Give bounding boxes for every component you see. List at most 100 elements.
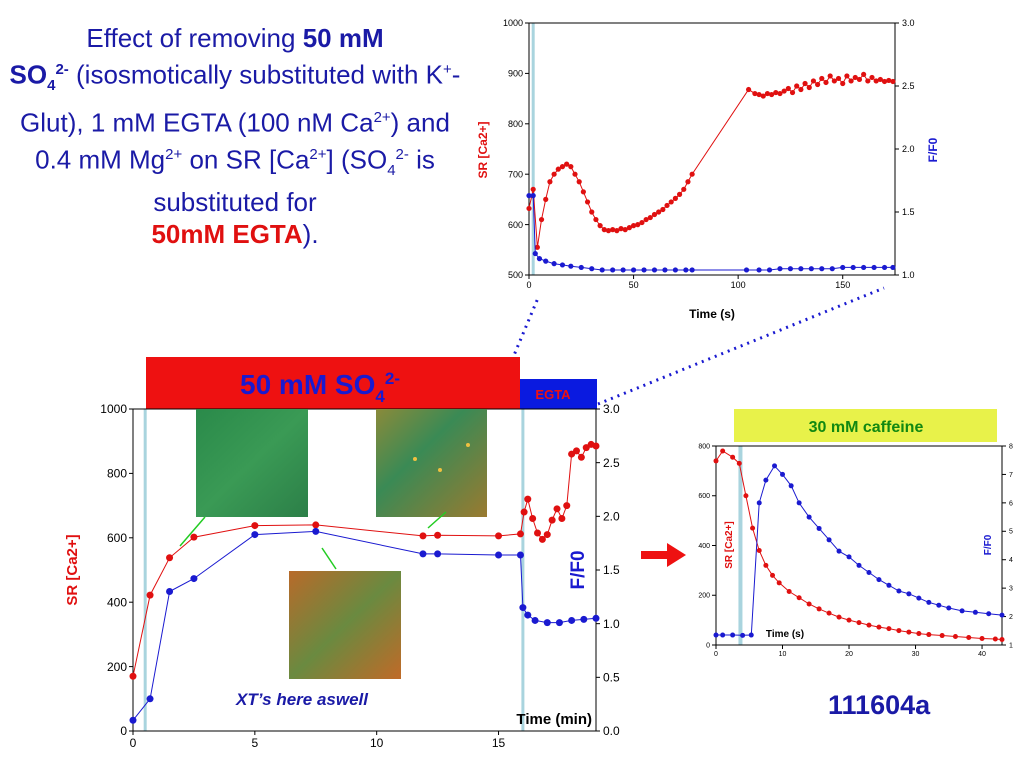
sr-ca-data-point xyxy=(543,531,551,539)
title-text: is substituted for xyxy=(153,144,435,218)
y-right-axis-label: F/F0 xyxy=(568,550,589,589)
ff0-data-point xyxy=(986,611,992,617)
ff0-data-point xyxy=(836,548,842,554)
sr-ca-data-point xyxy=(776,580,782,586)
x-tick-label: 40 xyxy=(978,651,986,658)
plot-frame xyxy=(528,22,896,276)
sr-ca-data-point xyxy=(939,633,945,639)
y-right-tick-label: 2.5 xyxy=(603,456,620,470)
x-tick-label: 50 xyxy=(629,280,639,290)
sr-ca-data-point xyxy=(553,505,561,513)
sr-ca-data-point xyxy=(856,76,863,83)
sr-ca-data-point xyxy=(626,225,632,231)
ff0-data-point xyxy=(516,551,524,559)
sr-ca-data-point xyxy=(763,562,769,568)
sr-ca-data-point xyxy=(760,93,766,99)
y-left-tick-label: 700 xyxy=(508,169,523,179)
ff0-data-point xyxy=(766,267,773,273)
sr-ca-data-point xyxy=(584,199,591,205)
ff0-data-point xyxy=(748,632,754,638)
ff0-data-point xyxy=(610,267,616,273)
sr-ca-data-point xyxy=(622,227,628,233)
sr-ca-data-point xyxy=(746,86,752,93)
ff0-data-point xyxy=(866,570,872,576)
sr-ca-data-point xyxy=(816,606,822,612)
so4-solution-bar xyxy=(146,357,520,409)
ff0-data-point xyxy=(788,483,794,489)
experiment-id: 111604a xyxy=(828,690,931,720)
x-tick-label: 0 xyxy=(714,651,718,658)
ff0-data-point xyxy=(798,266,804,272)
ff0-data-point xyxy=(861,264,867,271)
sr-ca-data-point xyxy=(877,76,883,83)
ff0-data-point xyxy=(672,267,679,273)
ff0-data-point xyxy=(630,267,637,273)
sr-ca-data-point xyxy=(558,514,566,522)
sr-ca-data-point xyxy=(251,522,259,530)
ff0-data-point xyxy=(543,258,549,264)
ff0-data-point xyxy=(756,267,762,273)
sr-ca-data-point xyxy=(530,186,536,192)
sr-ca-data-point xyxy=(906,629,912,635)
title-text: ] (SO xyxy=(326,144,388,175)
y-right-tick-label: 1.0 xyxy=(902,270,915,280)
y-right-tick-label: 2.0 xyxy=(603,510,620,524)
x-tick-label: 10 xyxy=(779,651,787,658)
ff0-data-point xyxy=(568,616,576,624)
ff0-data-point xyxy=(856,562,862,568)
sr-ca-data-point xyxy=(660,206,666,213)
ff0-data-point xyxy=(559,262,566,268)
sr-ca-data-point xyxy=(146,591,154,599)
ff0-data-point xyxy=(589,266,595,272)
sr-ca-data-point xyxy=(538,216,545,223)
y-right-tick-label: 3.0 xyxy=(603,402,620,416)
ff0-data-point xyxy=(829,266,835,272)
ff0-data-point xyxy=(840,264,846,271)
ff0-data-point xyxy=(190,575,198,583)
sr-ca-data-point xyxy=(601,227,607,233)
sr-ca-data-point xyxy=(580,189,586,195)
sr-ca-data-point xyxy=(806,84,812,91)
sr-ca-data-point xyxy=(129,672,137,680)
ff0-data-point xyxy=(999,612,1005,618)
sr-ca-data-point xyxy=(794,83,800,89)
ff0-data-point xyxy=(543,619,551,627)
y-left-tick-label: 1000 xyxy=(100,402,127,416)
xt-spark xyxy=(413,457,417,461)
sr-ca-data-point xyxy=(419,532,427,540)
ff0-data-point xyxy=(713,632,719,638)
sr-ca-data-point xyxy=(979,636,985,642)
sr-ca-data-point xyxy=(881,78,888,85)
title-text: (isosmotically substituted with K xyxy=(68,59,444,90)
sr-ca-series-line xyxy=(528,73,894,248)
sr-ca-data-point xyxy=(952,634,958,640)
title-text: Effect of removing xyxy=(86,23,303,53)
sr-ca-data-point xyxy=(589,209,595,215)
x-tick-label: 30 xyxy=(912,651,920,658)
x-tick-label: 5 xyxy=(251,736,258,750)
sr-ca-data-point xyxy=(852,74,858,81)
title-text: 4 xyxy=(47,76,56,94)
sr-ca-data-point xyxy=(789,89,796,96)
title-text: 50 mM xyxy=(302,23,384,53)
y-left-tick-label: 500 xyxy=(508,270,523,280)
title-text: 50mM EGTA xyxy=(151,219,303,250)
y-left-tick-label: 600 xyxy=(508,220,523,230)
y-right-tick-label: 0.5 xyxy=(603,671,620,685)
y-right-axis-label: F/F0 xyxy=(926,137,940,162)
sr-ca-data-point xyxy=(869,74,875,81)
ff0-data-point xyxy=(936,602,942,608)
x-tick-label: 0 xyxy=(526,280,531,290)
y-left-tick-label: 900 xyxy=(508,69,523,79)
title-text: 4 xyxy=(387,161,396,179)
sr-ca-data-point xyxy=(577,453,585,461)
y-right-tick-label: 2.5 xyxy=(902,81,915,91)
ff0-data-point xyxy=(312,527,320,535)
sr-ca-data-point xyxy=(796,595,802,601)
sr-ca-data-point xyxy=(639,219,645,226)
x-axis-label: Time (min) xyxy=(516,711,592,728)
ff0-data-point xyxy=(662,267,668,273)
ff0-data-point xyxy=(763,477,769,483)
zoom-connector xyxy=(597,286,885,406)
